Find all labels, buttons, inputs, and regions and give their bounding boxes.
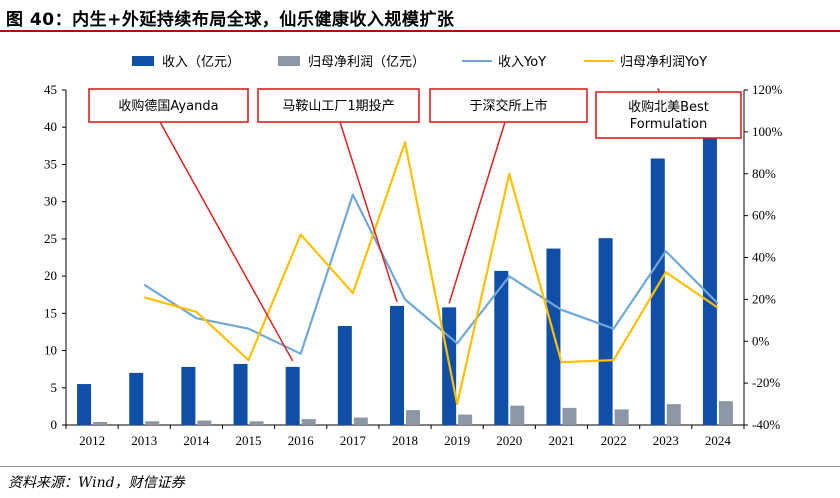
revenue-bar <box>702 111 717 425</box>
x-tick-label: 2024 <box>705 433 732 448</box>
title-underline <box>0 30 840 32</box>
revenue-bar <box>129 372 144 425</box>
legend-label: 收入（亿元） <box>162 55 240 70</box>
profit-yoy-line <box>143 141 719 406</box>
title-bar: 图 40：内生+外延持续布局全球，仙乐健康收入规模扩张 <box>0 0 840 32</box>
x-tick-label: 2012 <box>79 433 105 448</box>
left-tick-label: 10 <box>44 343 57 358</box>
left-tick-label: 5 <box>51 380 58 395</box>
legend-swatch <box>132 56 154 66</box>
revenue-bar <box>337 325 352 425</box>
right-tick-label: 120% <box>752 82 783 97</box>
annotation-leader <box>339 121 398 303</box>
profit-bar <box>458 414 473 425</box>
profit-bar <box>249 421 264 425</box>
left-tick-label: 20 <box>44 268 57 283</box>
right-tick-label: 80% <box>752 166 776 181</box>
revenue-bar <box>285 366 300 425</box>
annotation-box <box>257 88 420 123</box>
revenue-bar <box>233 363 248 425</box>
right-tick-label: 0% <box>752 333 770 348</box>
left-tick-label: 45 <box>44 82 57 97</box>
profit-bar <box>614 409 629 425</box>
right-tick-label: 60% <box>752 208 776 223</box>
profit-bar <box>510 405 525 425</box>
annotation-text: 收购德国Ayanda <box>118 98 218 114</box>
right-tick-label: 20% <box>752 291 776 306</box>
left-tick-label: 15 <box>44 305 57 320</box>
right-tick-label: 100% <box>752 124 783 139</box>
profit-bar <box>353 417 368 425</box>
x-tick-label: 2022 <box>601 433 627 448</box>
profit-bar <box>145 421 160 425</box>
annotation-text: Formulation <box>630 117 707 132</box>
revenue-bar <box>181 366 196 425</box>
x-tick-label: 2019 <box>444 433 470 448</box>
chart-title: 图 40：内生+外延持续布局全球，仙乐健康收入规模扩张 <box>6 10 455 30</box>
source-note: 资料来源：Wind，财信证券 <box>8 475 185 491</box>
x-tick-label: 2016 <box>288 433 315 448</box>
annotation-leader <box>159 121 294 362</box>
left-tick-label: 30 <box>44 194 57 209</box>
profit-bar <box>718 401 733 425</box>
annotation-text: 马鞍山工厂1期投产 <box>282 98 394 114</box>
profit-bar <box>562 407 577 425</box>
revenue-bar <box>650 158 665 425</box>
profit-bar <box>93 422 108 425</box>
annotation-box <box>88 88 249 123</box>
legend-swatch <box>278 56 300 66</box>
right-tick-label: -20% <box>752 375 780 390</box>
annotation-leader <box>448 121 506 304</box>
profit-bar <box>197 420 212 425</box>
revenue-bar <box>598 238 613 425</box>
legend-label: 收入YoY <box>498 55 546 70</box>
profit-bar <box>301 419 316 425</box>
x-tick-label: 2023 <box>653 433 679 448</box>
x-tick-label: 2021 <box>548 433 574 448</box>
annotation-box <box>429 88 588 123</box>
legend-label: 归母净利润（亿元） <box>308 55 425 70</box>
profit-bar <box>666 404 681 425</box>
source-divider <box>0 466 840 467</box>
profit-bar <box>406 410 420 425</box>
right-tick-label: -40% <box>752 417 780 432</box>
x-tick-label: 2014 <box>183 433 210 448</box>
revenue-bar <box>390 305 404 425</box>
left-tick-label: 0 <box>51 417 58 432</box>
left-tick-label: 40 <box>44 119 57 134</box>
left-tick-label: 25 <box>44 231 57 246</box>
revenue-bar <box>77 384 92 425</box>
chart-canvas: 0 5 10 15 20 25 30 35 40 45 -40% -20% 0% 20% 40% 60% 80%… <box>44 55 783 448</box>
revenue-bar <box>494 270 509 425</box>
x-tick-label: 2018 <box>392 433 418 448</box>
right-tick-label: 40% <box>752 250 776 265</box>
x-tick-label: 2013 <box>131 433 157 448</box>
annotation-box <box>595 91 742 139</box>
x-tick-label: 2015 <box>236 433 262 448</box>
legend-label: 归母净利润YoY <box>620 55 707 70</box>
annotation-text: 于深交所上市 <box>469 98 547 114</box>
annotation-text: 收购北美Best <box>628 99 709 115</box>
revenue-yoy-line <box>143 193 719 355</box>
x-tick-label: 2020 <box>496 433 522 448</box>
left-tick-label: 35 <box>44 156 57 171</box>
x-tick-label: 2017 <box>340 433 367 448</box>
